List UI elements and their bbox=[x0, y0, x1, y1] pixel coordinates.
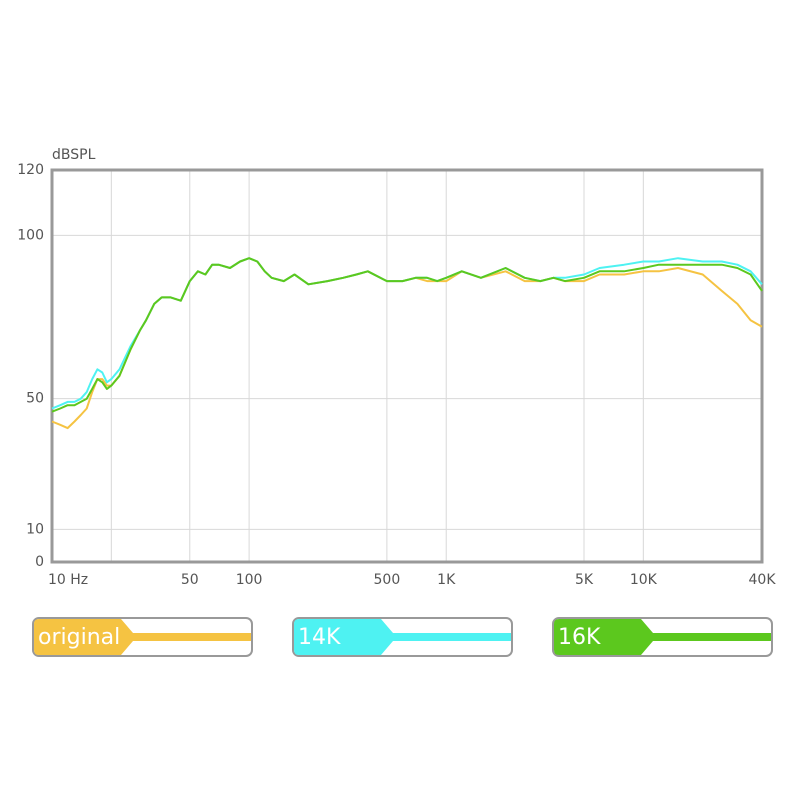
legend-item: original bbox=[32, 617, 253, 657]
legend-swatch bbox=[34, 619, 251, 655]
legend-label: 16K bbox=[558, 625, 601, 650]
x-tick-label: 100 bbox=[236, 572, 263, 588]
y-tick-label: 10 bbox=[26, 521, 44, 537]
legend-item: 14K bbox=[292, 617, 513, 657]
legend-item: 16K bbox=[552, 617, 773, 657]
x-tick-label: 5K bbox=[575, 572, 594, 588]
x-tick-label: 10K bbox=[630, 572, 658, 588]
x-tick-label: 10 Hz bbox=[48, 572, 88, 588]
y-tick-label: 120 bbox=[17, 162, 44, 178]
legend-label: 14K bbox=[298, 625, 341, 650]
x-tick-label: 40K bbox=[749, 572, 777, 588]
y-tick-label: 100 bbox=[17, 227, 44, 243]
y-tick-label: 0 bbox=[35, 554, 44, 570]
legend-swatch bbox=[294, 619, 511, 655]
legend-swatch bbox=[554, 619, 771, 655]
x-tick-label: 500 bbox=[374, 572, 401, 588]
series-line bbox=[51, 257, 763, 413]
y-axis-label: dBSPL bbox=[52, 147, 96, 163]
y-tick-label: 50 bbox=[26, 391, 44, 407]
x-tick-label: 50 bbox=[181, 572, 199, 588]
plot-frame bbox=[50, 168, 764, 564]
legend-label: original bbox=[38, 625, 120, 650]
series-line bbox=[51, 257, 763, 430]
x-tick-label: 1K bbox=[437, 572, 456, 588]
